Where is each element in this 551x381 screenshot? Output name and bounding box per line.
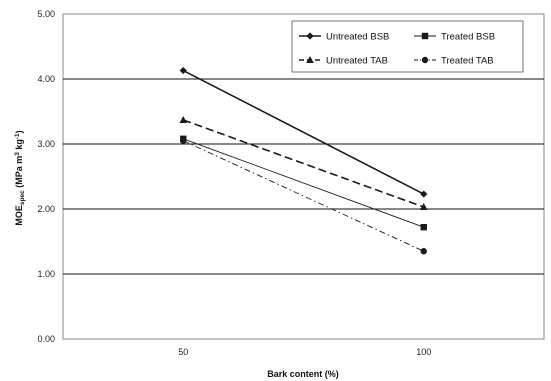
- y-axis-title-sub: spec: [19, 190, 26, 205]
- y-tick-label: 5.00: [37, 9, 55, 19]
- legend-marker: [421, 32, 429, 40]
- legend-marker: [421, 56, 429, 64]
- y-tick-label: 4.00: [37, 74, 55, 84]
- x-tick-labels: 50 100: [178, 347, 431, 357]
- y-axis-title-unit-open: (MPa m: [14, 156, 24, 191]
- series-line-untreated-tab: [182, 119, 425, 208]
- y-axis-title-unit-close: ): [14, 130, 24, 133]
- legend-label: Untreated TAB: [326, 56, 388, 67]
- series-line-treated-bsb: [183, 138, 424, 228]
- data-point-treated-tab: [420, 248, 427, 255]
- series-line-untreated-bsb: [182, 69, 425, 195]
- y-axis-title-unit-mid: kg: [14, 139, 24, 152]
- y-axis-title: MOEspec (MPa m3 kg-1): [14, 130, 26, 225]
- legend: Untreated BSB Treated BSB Untreated TAB Tre…: [291, 20, 524, 73]
- legend-item-untreated-tab: Untreated TAB: [299, 56, 388, 67]
- y-axis-title-sup2: -1: [14, 133, 21, 139]
- y-axis-title-sup1: 3: [14, 152, 21, 156]
- legend-label: Untreated BSB: [326, 32, 389, 43]
- gridlines: [63, 78, 544, 275]
- x-tick-label: 100: [416, 347, 431, 357]
- data-point-untreated-bsb: [179, 66, 187, 75]
- data-point-untreated-bsb: [420, 190, 428, 198]
- legend-box: [291, 20, 524, 73]
- data-point-treated-tab: [180, 137, 187, 144]
- y-tick-label: 0.00: [37, 334, 55, 344]
- legend-item-treated-tab: Treated TAB: [414, 56, 494, 67]
- x-tick-label: 50: [178, 347, 188, 357]
- y-axis-title-main: MOE: [14, 205, 24, 226]
- series-line-treated-tab: [183, 140, 424, 252]
- data-point-untreated-tab: [419, 203, 428, 211]
- series-untreated-tab: [179, 115, 428, 211]
- x-axis-title: Bark content (%): [267, 369, 339, 379]
- data-point-untreated-tab: [179, 115, 188, 123]
- legend-marker: [306, 56, 314, 63]
- series-untreated-bsb: [179, 66, 428, 198]
- data-point-treated-bsb: [420, 224, 427, 231]
- y-tick-labels: 0.00 1.00 2.00 3.00 4.00 5.00: [37, 9, 55, 344]
- legend-label: Treated TAB: [441, 56, 494, 67]
- series-layer: [179, 66, 428, 255]
- legend-item-untreated-bsb: Untreated BSB: [299, 32, 389, 43]
- y-tick-label: 2.00: [37, 204, 55, 214]
- legend-marker: [306, 32, 314, 40]
- legend-item-treated-bsb: Treated BSB: [414, 32, 495, 43]
- y-tick-label: 3.00: [37, 139, 55, 149]
- y-tick-label: 1.00: [37, 269, 55, 279]
- legend-label: Treated BSB: [441, 32, 495, 43]
- series-treated-tab: [180, 137, 427, 255]
